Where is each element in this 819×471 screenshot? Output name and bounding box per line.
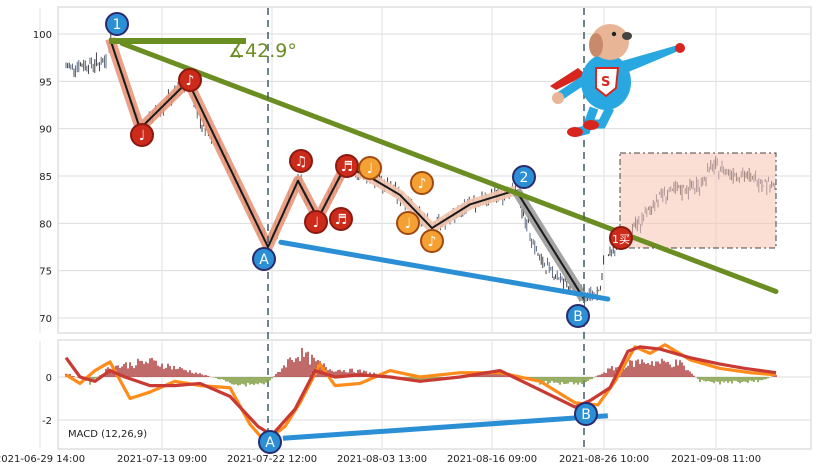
macd-panel	[57, 339, 812, 450]
price-y-tick: 70	[39, 314, 52, 325]
x-tick-label: 2021-06-29 14:00	[0, 454, 85, 465]
macd-wave-label-text: A	[265, 435, 275, 451]
trend-line-blue	[278, 239, 611, 302]
wave-label-bubble	[335, 154, 359, 178]
wave-label-bubble	[130, 123, 154, 147]
wave-label-bubble	[178, 68, 202, 92]
price-y-tick: 95	[39, 77, 52, 88]
wave-label-text: ♫	[295, 154, 308, 170]
wave-label-text: ♪	[418, 176, 427, 192]
highlight-box	[619, 152, 777, 249]
wave-label-bubble	[566, 304, 590, 328]
price-y-ticks: 70 75 80 85 90 95 100	[33, 30, 52, 325]
macd-y-tick: 0	[46, 373, 52, 384]
x-tick-label: 2021-07-22 12:00	[227, 454, 317, 465]
x-tick-label: 2021-08-03 13:00	[337, 454, 427, 465]
svg-text:S: S	[601, 75, 610, 90]
wave-labels: 1 2 A B ♩ ♪ ♫ ♩ ♬ ♬ ♩ ♪ ♩ ♪ 1买 A B	[105, 12, 633, 454]
price-y-tick: 90	[39, 125, 52, 136]
macd-wave-label-bubble	[258, 430, 282, 454]
macd-wave-label-bubble	[574, 402, 598, 426]
price-y-tick: 85	[39, 172, 52, 183]
wave-label-text: ♬	[341, 159, 354, 175]
x-tick-label: 2021-08-26 10:00	[559, 454, 649, 465]
macd-label: MACD (12,26,9)	[68, 429, 147, 440]
wave-label-text: A	[259, 252, 269, 268]
trend-line-green	[119, 40, 779, 294]
wave-label-text: ♪	[186, 73, 195, 89]
wave-label-text: 2	[520, 170, 529, 186]
macd-y-tick: -2	[42, 416, 52, 427]
macd-line-dif	[64, 345, 777, 437]
macd-wave-label-text: B	[581, 407, 591, 423]
wave-label-bubble	[420, 229, 444, 253]
wave-label-text: ♩	[313, 215, 320, 231]
wave-label-text: ♪	[428, 234, 437, 250]
x-tick-label: 2021-09-08 11:00	[671, 454, 761, 465]
x-tick-label: 2021-08-16 09:00	[447, 454, 537, 465]
wave-label-bubble	[329, 207, 353, 231]
trend-lines	[119, 40, 779, 302]
wave-label-bubble	[304, 210, 328, 234]
x-ticks: 2021-06-29 14:00 2021-07-13 09:00 2021-07-…	[0, 454, 761, 465]
macd-line-dea	[65, 343, 777, 444]
macd-lines	[64, 343, 777, 444]
wave-label-text: 1	[113, 17, 122, 33]
wave-label-text: ♩	[139, 128, 146, 144]
wave-label-text: ♩	[405, 216, 412, 232]
wave-label-text: ♩	[367, 161, 374, 177]
wave-label-bubble	[609, 226, 633, 250]
wave-label-text: ♬	[335, 212, 348, 228]
wave-label-bubble	[410, 171, 434, 195]
wave-label-bubble	[289, 149, 313, 173]
wave-label-bubble	[396, 211, 420, 235]
macd-divergence-line	[282, 413, 609, 441]
superhero-dog-mascot: S	[550, 24, 685, 137]
wave-label-text: 1买	[612, 233, 630, 246]
wave-label-bubble	[105, 12, 129, 36]
angle-label: ∡42.9°	[228, 40, 297, 62]
wave-label-text: B	[573, 309, 583, 325]
x-tick-label: 2021-07-13 09:00	[117, 454, 207, 465]
price-y-tick: 75	[39, 267, 52, 278]
wave-label-bubble	[512, 165, 536, 189]
price-y-tick: 80	[39, 219, 52, 230]
price-y-tick: 100	[33, 30, 52, 41]
macd-y-ticks: -2 0	[42, 373, 52, 427]
wave-label-bubble	[358, 156, 382, 180]
wave-line	[515, 189, 585, 300]
wave-label-bubble	[252, 247, 276, 271]
